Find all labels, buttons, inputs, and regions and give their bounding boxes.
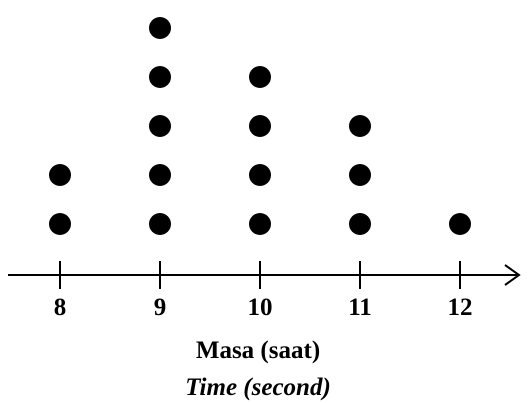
- data-point-10-1: [249, 213, 271, 235]
- x-tick-label-12: 12: [448, 294, 473, 321]
- data-point-9-3: [149, 115, 171, 137]
- data-point-10-2: [249, 164, 271, 186]
- x-axis-arrow-icon: [504, 264, 521, 286]
- data-point-11-3: [349, 115, 371, 137]
- x-axis-label: Masa (saat): [196, 337, 320, 364]
- data-point-10-3: [249, 115, 271, 137]
- x-axis-ticks: 8 9 10 11 12: [54, 261, 473, 321]
- data-point-11-1: [349, 213, 371, 235]
- data-point-8-1: [49, 213, 71, 235]
- data-point-11-2: [349, 164, 371, 186]
- data-point-9-2: [149, 164, 171, 186]
- x-tick-label-8: 8: [54, 294, 67, 321]
- x-axis-label-secondary: Time (second): [185, 374, 331, 401]
- data-point-9-4: [149, 66, 171, 88]
- x-tick-label-9: 9: [154, 294, 167, 321]
- x-tick-label-10: 10: [248, 294, 273, 321]
- x-tick-label-11: 11: [348, 294, 372, 321]
- data-point-12-1: [449, 213, 471, 235]
- axis-title: Masa (saat) Time (second): [185, 337, 331, 401]
- data-point-8-2: [49, 164, 71, 186]
- data-point-9-5: [149, 17, 171, 39]
- data-point-10-4: [249, 66, 271, 88]
- x-axis: [8, 264, 521, 286]
- data-point-9-1: [149, 213, 171, 235]
- data-points: [49, 17, 471, 235]
